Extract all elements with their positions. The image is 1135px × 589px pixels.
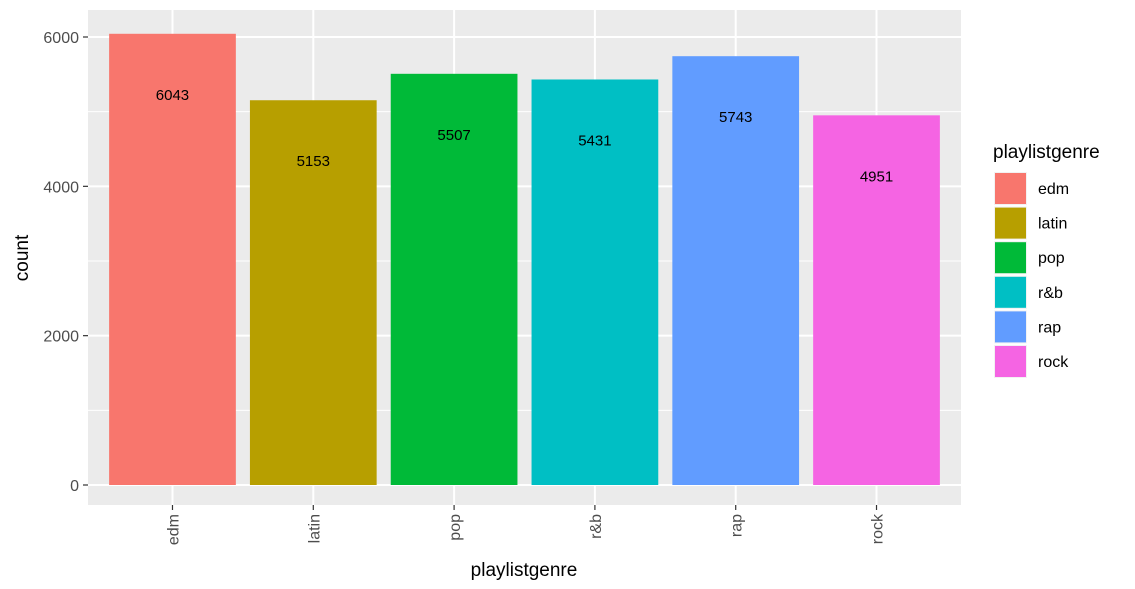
bar-edm — [109, 33, 236, 485]
legend-swatch-pop — [995, 242, 1026, 274]
y-tick-label: 4000 — [43, 179, 79, 196]
y-axis: 0 2000 4000 6000 — [43, 30, 88, 495]
x-axis-title: playlistgenre — [471, 560, 578, 581]
y-tick-label: 6000 — [43, 30, 79, 47]
y-tick-label: 0 — [70, 478, 79, 495]
x-tick-label: edm — [165, 514, 182, 545]
x-tick-label: latin — [306, 514, 323, 543]
bar-rap — [672, 56, 800, 486]
bar-pop — [390, 73, 518, 485]
legend: playlistgenre edm latin pop r&b rap rock — [993, 142, 1100, 378]
data-label: 5431 — [578, 132, 611, 149]
legend-label: rap — [1038, 319, 1061, 336]
legend-swatch-edm — [995, 173, 1026, 204]
legend-title: playlistgenre — [993, 142, 1100, 163]
legend-label: rock — [1038, 354, 1069, 371]
x-axis: edm latin pop r&b rap rock — [165, 505, 887, 545]
legend-label: pop — [1038, 250, 1065, 267]
legend-swatch-rock — [995, 346, 1026, 377]
bar-r&b — [531, 79, 659, 485]
bar-latin — [249, 100, 377, 485]
legend-swatch-latin — [995, 207, 1026, 239]
data-label: 4951 — [860, 168, 893, 185]
legend-label: latin — [1038, 216, 1067, 233]
y-axis-title: count — [12, 234, 33, 281]
data-label: 6043 — [156, 87, 189, 104]
data-label: 5507 — [437, 127, 470, 144]
legend-label: edm — [1038, 181, 1069, 198]
x-tick-label: r&b — [588, 514, 605, 539]
bars — [109, 33, 940, 486]
y-tick-label: 2000 — [43, 329, 79, 346]
legend-label: r&b — [1038, 285, 1063, 302]
x-tick-label: rap — [729, 514, 746, 537]
data-label: 5153 — [297, 153, 330, 170]
bar-rock — [813, 115, 940, 486]
x-tick-label: pop — [447, 514, 464, 541]
x-tick-label: rock — [870, 513, 887, 544]
data-label: 5743 — [719, 109, 752, 126]
data-labels: 6043 5153 5507 5431 5743 4951 — [156, 87, 893, 186]
legend-swatch-rap — [995, 311, 1026, 343]
legend-swatch-r&b — [995, 276, 1026, 308]
